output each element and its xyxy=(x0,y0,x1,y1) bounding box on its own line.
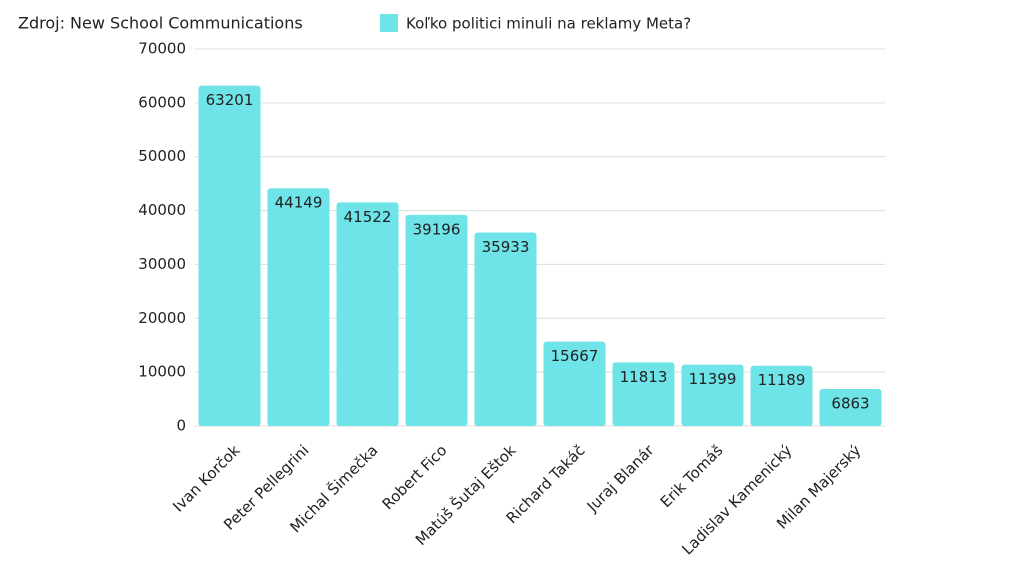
legend-swatch xyxy=(380,14,398,32)
y-tick-label: 60000 xyxy=(138,93,186,111)
bar xyxy=(336,202,399,426)
y-tick-label: 50000 xyxy=(138,147,186,165)
y-tick-label: 0 xyxy=(176,417,186,435)
x-tick-label: Juraj Blanár xyxy=(583,441,658,516)
data-label: 15667 xyxy=(551,347,599,365)
data-label: 11813 xyxy=(620,368,668,386)
bar xyxy=(474,232,537,426)
y-tick-label: 70000 xyxy=(138,40,186,58)
data-label: 44149 xyxy=(275,194,323,212)
source: Zdroj: New School Communications xyxy=(18,14,303,33)
data-label: 11189 xyxy=(758,371,806,389)
bar xyxy=(198,85,261,427)
bar xyxy=(405,214,468,426)
data-label: 6863 xyxy=(831,395,869,413)
data-label: 63201 xyxy=(206,91,254,109)
legend-label: Koľko politici minuli na reklamy Meta? xyxy=(406,15,691,33)
data-label: 41522 xyxy=(344,208,392,226)
bar xyxy=(267,188,330,426)
bar xyxy=(750,365,813,426)
data-label: 35933 xyxy=(482,238,530,256)
y-tick-label: 40000 xyxy=(138,201,186,219)
x-tick-label: Robert Fico xyxy=(379,441,451,513)
data-label: 39196 xyxy=(413,220,461,238)
y-tick-label: 20000 xyxy=(138,309,186,327)
data-label: 11399 xyxy=(689,370,737,388)
x-tick-label: Erik Tomáš xyxy=(657,441,727,511)
bar xyxy=(681,364,744,426)
y-tick-label: 30000 xyxy=(138,255,186,273)
bar xyxy=(819,389,882,426)
bar xyxy=(543,341,606,426)
x-tick-label: Ivan Korčok xyxy=(169,441,243,515)
y-tick-label: 10000 xyxy=(138,363,186,381)
bar xyxy=(612,362,675,426)
